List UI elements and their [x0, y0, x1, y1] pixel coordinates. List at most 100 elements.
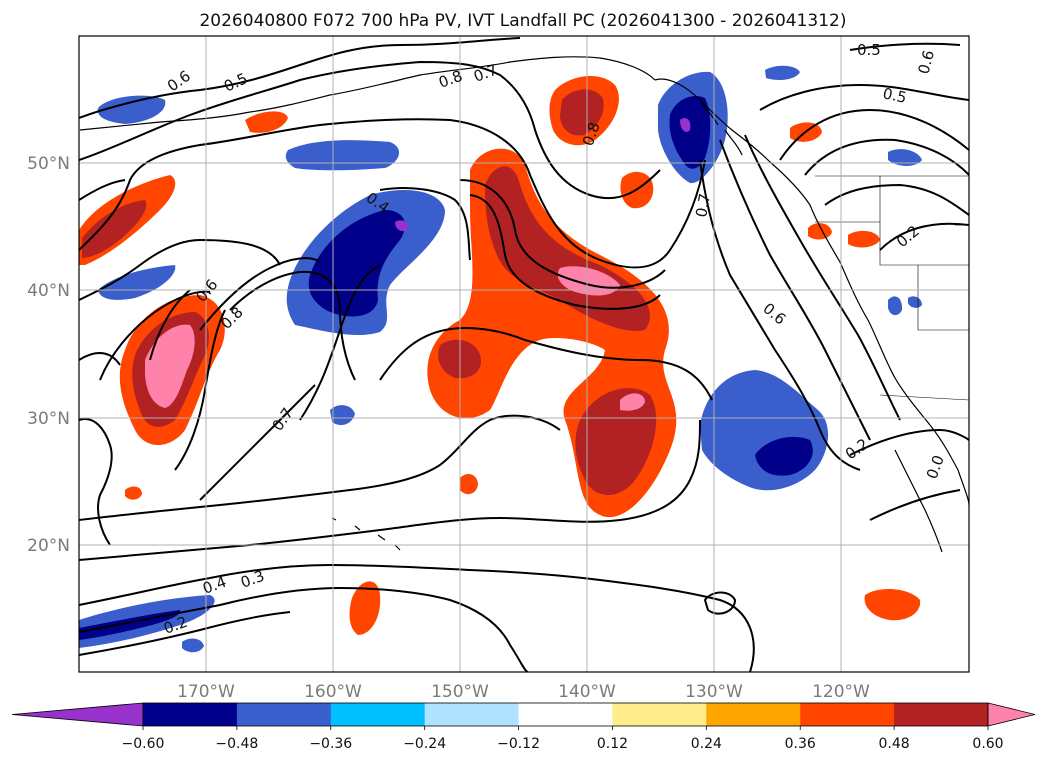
negative-anomaly-alaska-peak [680, 118, 691, 132]
contour-label: 0.7 [692, 192, 714, 219]
contour-line [849, 42, 961, 51]
coastline-baja [894, 449, 943, 553]
contour-label: 0.6 [914, 48, 938, 76]
positive-anomaly-mexico [864, 588, 921, 621]
negative-anomaly-small-4 [182, 638, 204, 653]
colorbar-frame [142, 702, 989, 727]
colorbar-tick-label: −0.48 [215, 736, 258, 752]
positive-anomaly-far-west-strong [82, 200, 147, 258]
contour-line [79, 418, 113, 546]
contour-line [79, 563, 755, 672]
colorbar: −0.60 −0.48 −0.36 −0.24 −0.12 0.12 0.24 0.36 0.4… [11, 702, 1036, 752]
colorbar-extend-max [987, 702, 1036, 727]
negative-anomaly-small-5 [888, 296, 903, 316]
contour-line [719, 139, 871, 441]
coastline-north-america [654, 78, 969, 506]
lon-tick-label: 130°W [685, 682, 743, 702]
positive-anomaly-subtropic-peak [620, 393, 645, 411]
positive-anomaly-west-peak [145, 324, 195, 408]
negative-anomaly-small-2 [765, 65, 800, 80]
lon-tick-label: 150°W [431, 682, 489, 702]
contour-label: 0.5 [881, 84, 908, 107]
negative-anomaly-small-1 [330, 405, 355, 426]
contour-line [779, 108, 969, 161]
contour-line [79, 414, 561, 521]
colorbar-tick-label: −0.36 [309, 736, 352, 752]
contour-line [459, 179, 666, 289]
contour-line [759, 83, 969, 111]
lat-tick-label: 20°N [27, 536, 70, 556]
lon-tick-label: 140°W [558, 682, 616, 702]
positive-anomaly-hawaii-north [460, 474, 478, 495]
colorbar-segment [143, 703, 238, 726]
negative-anomaly-alaska-core [669, 95, 711, 169]
pc-contours [79, 37, 969, 672]
contour-line [79, 611, 291, 656]
colorbar-segment [706, 703, 801, 726]
graticule [79, 36, 969, 672]
colorbar-segment [894, 703, 989, 726]
contour-line [79, 37, 521, 119]
colorbar-segment [424, 703, 520, 726]
colorbar-tick-label: −0.60 [122, 736, 165, 752]
contour-line [174, 309, 226, 471]
coastline-aleutian-chain [79, 94, 331, 131]
contour-line [99, 290, 211, 381]
positive-anomaly-hawaii-west [349, 581, 381, 635]
contour-line [149, 289, 191, 361]
lon-tick-label: 160°W [304, 682, 362, 702]
contour-line [199, 257, 321, 331]
coastline-hawaii [331, 517, 401, 551]
positive-anomaly-pnw-1 [808, 223, 832, 240]
contour-line [804, 138, 969, 176]
coastlines [79, 56, 969, 553]
lat-tick-label: 30°N [27, 409, 70, 429]
contour-label: 0.5 [857, 41, 881, 59]
map-background [79, 36, 969, 672]
contour-line [79, 586, 529, 672]
colorbar-segment [612, 703, 707, 726]
negative-anomaly-bering [97, 95, 166, 124]
map-panel: 0.6 0.5 0.8 0.7 0.8 0.6 0.5 0.5 0.7 0.2 … [78, 35, 970, 673]
contour-line [79, 60, 661, 200]
contour-line [699, 159, 861, 471]
colorbar-tick-label: 0.12 [597, 736, 628, 752]
figure-title: 2026040800 F072 700 hPa PV, IVT Landfall… [199, 11, 846, 31]
coastline-alaska-gulf [329, 56, 656, 96]
contour-line [379, 327, 713, 401]
colorbar-tick-label: 0.24 [691, 736, 722, 752]
colorbar-tick-label: −0.24 [403, 736, 446, 752]
negative-anomaly-far-west [98, 265, 176, 300]
colorbar-segment [800, 703, 895, 726]
negative-anomaly-central-north-peak [395, 220, 408, 232]
negative-anomaly-small-6 [908, 296, 922, 308]
colorbar-tick-label: 0.60 [972, 736, 1003, 752]
border-us-mexico [879, 394, 969, 401]
colorbar-tick-label: 0.36 [785, 736, 816, 752]
contour-line [79, 238, 281, 301]
colorbar-tick-label: 0.48 [879, 736, 910, 752]
contour-line [229, 270, 356, 381]
contour-line [849, 428, 969, 456]
negative-anomaly-east-core [755, 436, 813, 476]
contour-line [469, 194, 661, 310]
contour-line [744, 134, 901, 421]
contour-line [79, 179, 126, 201]
lon-tick-label: 120°W [812, 682, 870, 702]
contour-line [824, 183, 969, 216]
colorbar-tick-label: −0.12 [497, 736, 540, 752]
lat-axis: 50°N 40°N 30°N 20°N [27, 154, 70, 556]
positive-anomaly-subtropic-strong [575, 388, 657, 495]
contour-line [879, 222, 969, 251]
coastline-alaska-panhandle [699, 99, 743, 156]
lon-axis: 170°W 160°W 150°W 140°W 130°W 120°W [177, 682, 870, 702]
positive-anomaly-north-strong [560, 89, 604, 136]
lat-tick-label: 40°N [27, 281, 70, 301]
map-frame [78, 35, 970, 673]
colorbar-segment [518, 703, 613, 726]
colorbar-segment [330, 703, 426, 726]
contour-line [199, 384, 316, 501]
contour-line [869, 489, 961, 521]
colorbar-extend-min [11, 702, 144, 727]
